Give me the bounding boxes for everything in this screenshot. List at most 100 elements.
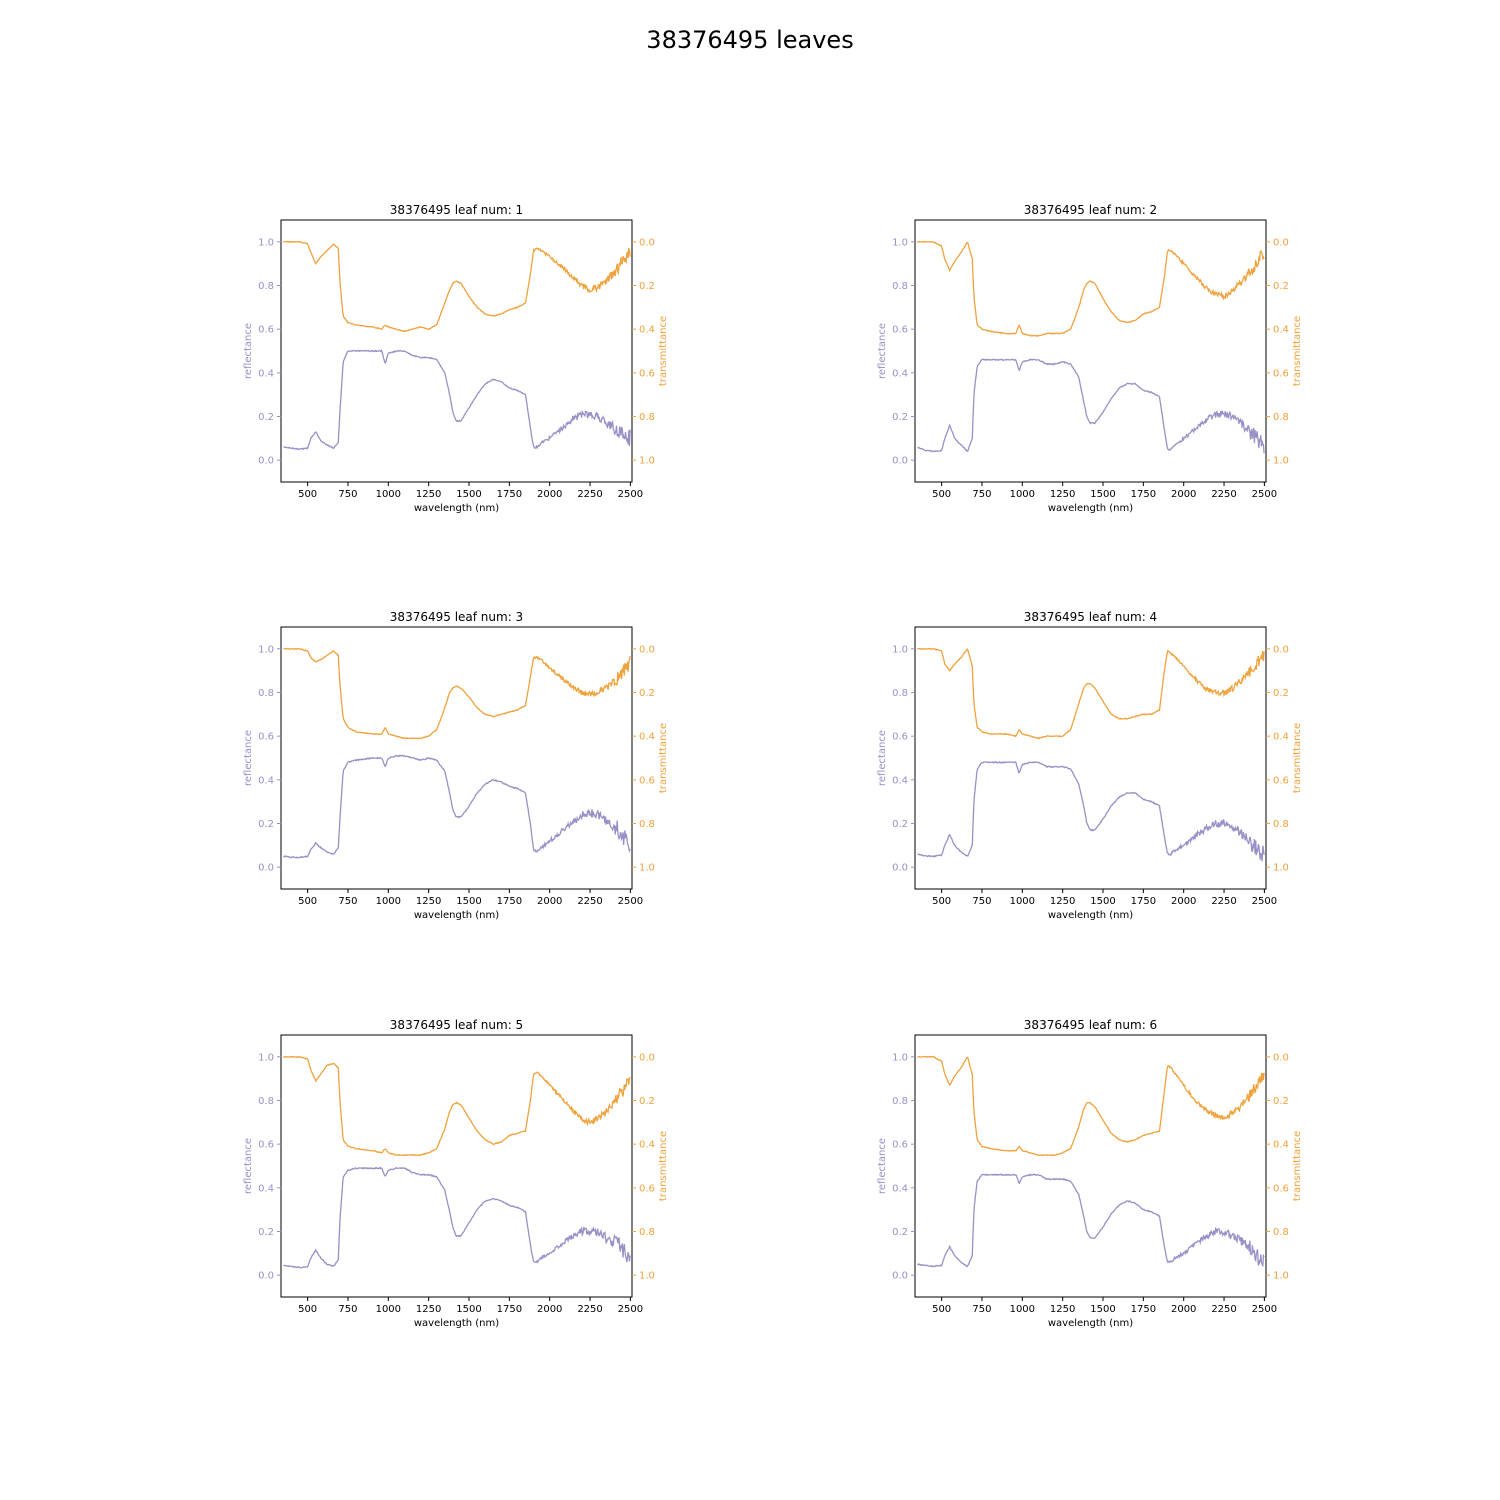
y2-tick-label: 1.0 [1273,456,1289,467]
y2-axis-label: transmittance [1292,316,1303,386]
y-axis-label: reflectance [877,1138,888,1194]
x-tick-label: 1250 [1050,896,1075,907]
x-tick-label: 1750 [497,896,522,907]
y-tick-label: 1.0 [258,644,274,655]
x-tick-label: 1750 [1131,1304,1156,1315]
x-tick-label: 2000 [1171,1304,1196,1315]
y2-tick-label: 0.4 [1273,325,1289,336]
x-axis-label: wavelength (nm) [414,1318,499,1329]
y2-tick-label: 0.6 [639,775,655,786]
y2-tick-label: 1.0 [1273,863,1289,874]
y2-tick-label: 0.4 [639,732,655,743]
subplot-title: 38376495 leaf num: 2 [1024,203,1157,217]
y-axis-label: reflectance [877,323,888,379]
x-tick-label: 1000 [376,896,401,907]
x-tick-label: 1000 [1010,489,1035,500]
axes-frame [914,219,1267,483]
transmittance-line-3 [283,647,631,740]
y2-tick-label: 0.0 [1273,644,1289,655]
x-tick-label: 1500 [1090,489,1115,500]
y-tick-label: 0.0 [258,456,274,467]
y2-tick-label: 0.6 [1273,775,1289,786]
x-tick-label: 750 [338,1304,357,1315]
x-tick-label: 2250 [577,489,602,500]
y2-tick-label: 0.4 [639,325,655,336]
x-tick-label: 750 [972,1304,991,1315]
y2-axis-label: transmittance [658,1131,669,1201]
x-tick-label: 1750 [1131,489,1156,500]
x-tick-label: 1500 [1090,1304,1115,1315]
y-tick-label: 1.0 [892,644,908,655]
axes-frame [280,219,633,483]
transmittance-line-2 [916,240,1265,337]
y2-tick-label: 0.2 [1273,1096,1289,1107]
x-axis-label: wavelength (nm) [1048,1318,1133,1329]
x-tick-label: 1000 [376,489,401,500]
x-tick-label: 2250 [1211,1304,1236,1315]
y2-tick-label: 0.4 [639,1140,655,1151]
x-axis-label: wavelength (nm) [414,503,499,514]
x-tick-label: 750 [972,896,991,907]
x-tick-label: 2500 [618,896,643,907]
y2-axis-label: transmittance [1292,723,1303,793]
x-tick-label: 1500 [456,1304,481,1315]
y-tick-label: 1.0 [892,237,908,248]
y2-tick-label: 1.0 [639,863,655,874]
subplot-title: 38376495 leaf num: 4 [1024,610,1157,624]
x-tick-label: 1750 [497,1304,522,1315]
reflectance-line-4 [917,760,1265,862]
y2-tick-label: 0.2 [639,281,655,292]
x-tick-label: 1250 [416,489,441,500]
transmittance-line-4 [917,647,1265,740]
x-tick-label: 1000 [376,1304,401,1315]
reflectance-line-2 [917,358,1265,454]
x-tick-label: 2000 [1171,896,1196,907]
x-tick-label: 2000 [537,489,562,500]
x-tick-label: 750 [972,489,991,500]
y2-tick-label: 0.8 [639,1227,655,1238]
x-tick-label: 2500 [1252,1304,1277,1315]
y2-tick-label: 0.8 [1273,412,1289,423]
y2-tick-label: 1.0 [639,456,655,467]
y-tick-label: 0.6 [892,732,908,743]
y-tick-label: 0.6 [258,1140,274,1151]
x-tick-label: 2250 [577,896,602,907]
transmittance-line-1 [283,240,631,333]
y-tick-label: 0.2 [892,819,908,830]
y2-tick-label: 0.6 [1273,368,1289,379]
x-tick-label: 750 [338,896,357,907]
y-tick-label: 0.6 [892,1140,908,1151]
y2-tick-label: 0.8 [1273,819,1289,830]
x-axis-label: wavelength (nm) [414,910,499,921]
y-tick-label: 0.0 [258,1271,274,1282]
x-tick-label: 1500 [1090,896,1115,907]
x-tick-label: 2000 [1171,489,1196,500]
y2-tick-label: 0.6 [1273,1183,1289,1194]
reflectance-line-6 [917,1173,1265,1268]
x-tick-label: 1000 [1010,896,1035,907]
x-axis-label: wavelength (nm) [1048,910,1133,921]
y-tick-label: 0.4 [892,775,908,786]
y-tick-label: 0.8 [892,1096,908,1107]
subplot-title: 38376495 leaf num: 3 [390,610,523,624]
subplot-5: 38376495 leaf num: 5 500 750 1000 1250 1500 17… [243,1018,669,1329]
y2-tick-label: 0.8 [1273,1227,1289,1238]
x-tick-label: 500 [298,1304,317,1315]
x-tick-label: 1250 [416,1304,441,1315]
y2-axis-label: transmittance [658,723,669,793]
x-tick-label: 1000 [1010,1304,1035,1315]
y-axis-label: reflectance [877,730,888,786]
x-tick-label: 1750 [1131,896,1156,907]
y-tick-label: 0.4 [258,775,274,786]
y2-tick-label: 1.0 [639,1271,655,1282]
subplot-grid: 38376495 leaf num: 1 500 750 1000 1250 1500 17… [243,203,1303,1329]
y-tick-label: 0.4 [258,1183,274,1194]
y-tick-label: 1.0 [258,1052,274,1063]
y-tick-label: 0.4 [258,368,274,379]
y-tick-label: 0.8 [258,281,274,292]
y2-tick-label: 0.2 [1273,688,1289,699]
y-tick-label: 0.0 [258,863,274,874]
y-tick-label: 0.8 [258,1096,274,1107]
transmittance-line-6 [917,1055,1265,1157]
